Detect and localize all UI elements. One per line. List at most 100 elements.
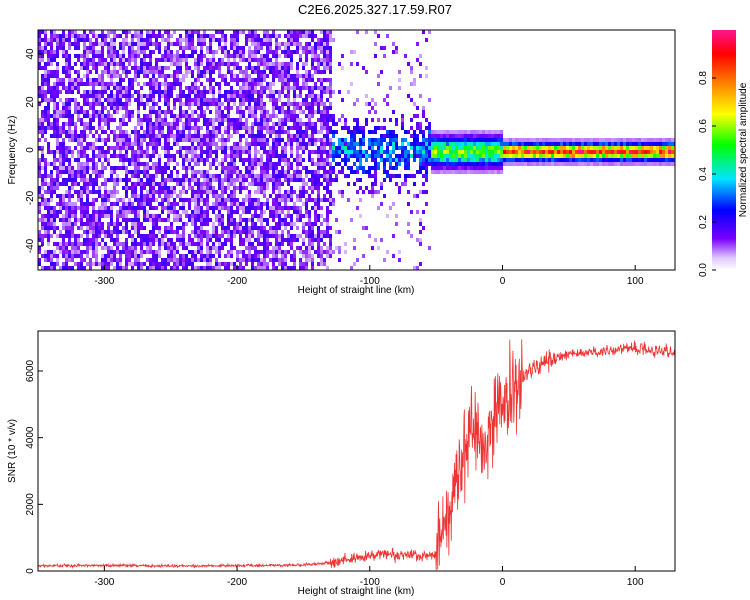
spectrogram-cell [320,214,323,218]
spectrogram-cell [185,134,188,138]
spectrogram-cell [107,114,110,118]
spectrogram-cell [125,122,128,126]
spectrogram-cell [167,50,170,54]
spectrogram-cell [65,182,68,186]
spectrogram-cell [119,254,122,258]
spectrogram-cell [302,186,305,190]
spectrogram-cell [92,118,95,122]
spectrogram-cell [80,110,83,114]
spectrogram-cell [317,62,320,66]
spectrogram-cell [323,178,326,182]
spectrogram-cell [110,206,113,210]
spectrogram-cell [323,90,326,94]
spectrogram-cell [452,134,455,138]
spectrogram-cell [215,258,218,262]
spectrogram-cell [329,202,332,206]
spectrogram-cell [248,82,251,86]
spectrogram-cell [146,250,149,254]
spectrogram-cell [251,214,254,218]
spectrogram-cell [92,250,95,254]
spectrogram-cell [89,226,92,230]
spectrogram-cell [203,30,206,34]
spectrogram-cell [95,238,98,242]
spectrogram-cell [407,150,410,154]
spectrogram-cell [239,158,242,162]
spectrogram-cell [98,34,101,38]
spectrogram-cell [68,250,71,254]
spectrogram-cell [266,30,269,34]
spectrogram-cell [92,42,95,46]
spectrogram-cell [155,174,158,178]
spectrogram-cell [173,106,176,110]
spectrogram-cell [119,118,122,122]
spectrogram-cell [269,150,272,154]
spectrogram-cell [407,162,410,166]
spectrogram-cell [206,234,209,238]
spectrogram-cell [332,202,335,206]
spectrogram-cell [239,66,242,70]
spectrogram-cell [326,46,329,50]
spectrogram-cell [416,238,419,242]
spectrogram-cell [266,34,269,38]
spectrogram-cell [461,130,464,134]
spectrogram-cell [152,34,155,38]
spectrogram-cell [188,166,191,170]
spectrogram-cell [143,106,146,110]
spectrogram-cell [50,174,53,178]
spectrogram-cell [251,50,254,54]
spectrogram-cell [59,230,62,234]
spectrogram-cell [47,110,50,114]
spectrogram-cell [206,230,209,234]
spectrogram-cell [74,202,77,206]
spectrogram-cell [53,178,56,182]
spectrogram-cell [71,114,74,118]
spectrogram-cell [98,154,101,158]
spectrogram-cell [89,62,92,66]
spectrogram-cell [278,238,281,242]
spectrogram-cell [299,178,302,182]
spectrogram-cell [77,42,80,46]
spectrogram-cell [326,110,329,114]
spectrogram-cell [197,66,200,70]
spectrogram-cell [113,182,116,186]
spectrogram-cell [242,102,245,106]
spectrogram-cell [137,162,140,166]
spectrogram-cell [98,138,101,142]
spectrogram-cell [314,42,317,46]
spectrogram-cell [149,58,152,62]
spectrogram-cell [200,138,203,142]
spectrogram-cell [59,134,62,138]
spectrogram-cell [491,170,494,174]
spectrogram-cell [146,162,149,166]
spectrogram-cell [134,230,137,234]
spectrogram-cell [305,82,308,86]
spectrogram-cell [161,90,164,94]
spectrogram-cell [185,126,188,130]
spectrogram-cell [257,34,260,38]
spectrogram-cell [323,174,326,178]
spectrogram-cell [266,130,269,134]
spectrogram-cell [254,102,257,106]
spectrogram-cell [137,118,140,122]
spectrogram-cell [323,198,326,202]
spectrogram-cell [305,46,308,50]
spectrogram-cell [278,98,281,102]
spectrogram-cell [137,254,140,258]
spectrogram-cell [92,158,95,162]
spectrogram-cell [98,170,101,174]
spectrogram-cell [287,126,290,130]
spectrogram-cell [383,54,386,58]
spectrogram-cell [41,150,44,154]
spectrogram-cell [50,198,53,202]
spectrogram-cell [281,70,284,74]
spectrogram-cell [65,66,68,70]
spectrogram-cell [482,134,485,138]
spectrogram-cell [281,250,284,254]
spectrogram-cell [83,34,86,38]
spectrogram-cell [41,54,44,58]
spectrogram-cell [317,86,320,90]
spectrogram-cell [479,138,482,142]
spectrogram-cell [92,34,95,38]
spectrogram-cell [191,38,194,42]
spectrogram-cell [116,138,119,142]
